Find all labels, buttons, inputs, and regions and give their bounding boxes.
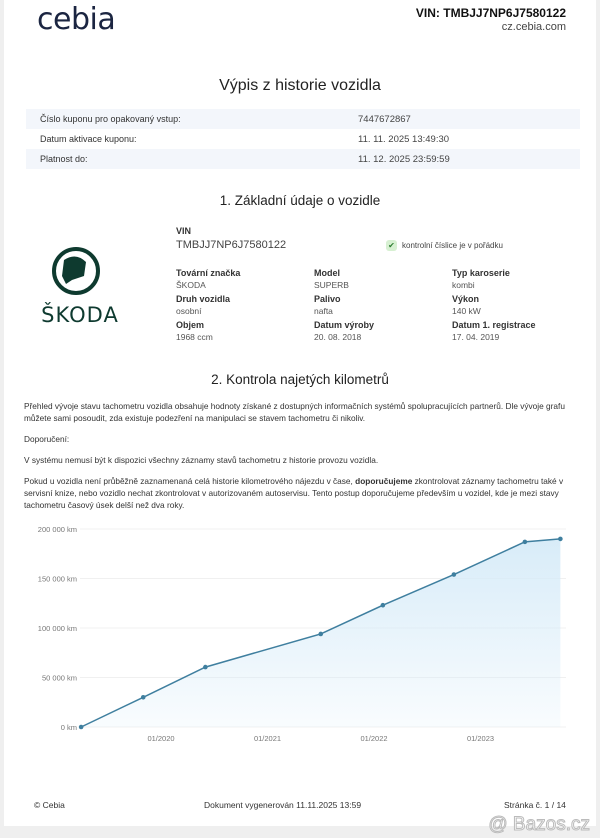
field-label: Palivo [314, 294, 341, 304]
coupon-row: Platnost do: 11. 12. 2025 23:59:59 [26, 149, 580, 169]
detail-part1: Pokud u vozidla není průběžně zaznamenan… [24, 476, 356, 486]
y-tick-label: 50 000 km [42, 674, 77, 683]
svg-text:ŠKODA: ŠKODA [41, 302, 119, 326]
x-tick-label: 01/2022 [360, 734, 387, 743]
field-label: Druh vozidla [176, 294, 231, 304]
y-tick-label: 100 000 km [38, 624, 77, 633]
footer-copyright: © Cebia [34, 800, 65, 810]
data-point [380, 602, 386, 608]
vehicle-field: Palivo nafta [314, 294, 452, 316]
vehicle-field: Objem 1968 ccm [176, 320, 314, 342]
header-site: cz.cebia.com [501, 21, 566, 33]
coupon-row: Číslo kuponu pro opakovaný vstup: 7447672… [26, 109, 580, 129]
report-page: cebia VIN: TMBJJ7NP6J7580122 cz.cebia.co… [4, 0, 596, 826]
footer-page: Stránka č. 1 / 14 [504, 800, 566, 810]
coupon-value: 11. 11. 2025 13:49:30 [358, 133, 450, 145]
page-title: Výpis z historie vozidla [219, 77, 381, 94]
y-tick-label: 200 000 km [38, 525, 77, 534]
field-label: Datum výroby [314, 320, 375, 330]
vehicle-field: Model SUPERB [314, 268, 452, 290]
section2-content: Přehled vývoje stavu tachometru vozidla … [4, 400, 596, 747]
coupon-label: Datum aktivace kuponu: [40, 134, 137, 144]
check-icon: ✔ [386, 240, 397, 251]
recommendation-label: Doporučení: [24, 434, 70, 444]
field-label: Typ karoserie [452, 268, 510, 278]
coupon-row: Datum aktivace kuponu: 11. 11. 2025 13:49… [26, 129, 580, 149]
recommendation-detail: Pokud u vozidla není průběžně zaznamenan… [24, 475, 578, 511]
field-label: Objem [176, 320, 205, 330]
vin-check: ✔ kontrolní číslice je v pořádku [386, 240, 503, 251]
vehicle-fields: Tovární značka ŠKODA Model SUPERB Typ karose… [176, 268, 576, 342]
odometer-chart: 0 km 50 000 km 100 000 km 150 000 km 200 000… [38, 525, 566, 743]
series-line [80, 538, 561, 728]
vehicle-field: Datum výroby 20. 08. 2018 [314, 320, 452, 342]
data-point [318, 631, 324, 637]
field-label: Výkon [452, 294, 480, 304]
coupon-value: 7447672867 [358, 113, 411, 125]
cebia-logo: cebia [37, 2, 116, 37]
x-tick-label: 01/2021 [254, 734, 281, 743]
data-point [78, 724, 84, 730]
check-text: kontrolní číslice je v pořádku [402, 241, 503, 250]
section2-title: 2. Kontrola najetých kilometrů [211, 372, 389, 387]
coupon-label: Číslo kuponu pro opakovaný vstup: [40, 114, 181, 124]
x-tick-label: 01/2020 [147, 734, 174, 743]
data-point [140, 695, 146, 700]
field-label: Datum 1. registrace [452, 320, 536, 330]
recommendation-text: V systému nemusí být k dispozici všechny… [24, 455, 379, 465]
vehicle-field: Druh vozidla osobní [176, 294, 314, 316]
field-value: kombi [452, 280, 475, 290]
skoda-logo: ŠKODA [24, 246, 136, 331]
field-value: 17. 04. 2019 [452, 332, 500, 342]
coupon-value: 11. 12. 2025 23:59:59 [358, 153, 450, 165]
field-value: 20. 08. 2018 [314, 332, 362, 342]
y-tick-label: 150 000 km [38, 575, 77, 584]
vehicle-field: Výkon 140 kW [452, 294, 576, 316]
field-label: Tovární značka [176, 268, 241, 278]
vehicle-field: Typ karoserie kombi [452, 268, 576, 290]
x-tick-label: 01/2023 [467, 734, 494, 743]
vehicle-field: Tovární značka ŠKODA [176, 268, 314, 290]
area-fill [81, 538, 561, 727]
detail-part2: zkontrolovat záznamy tachometru také v s… [24, 476, 564, 510]
field-value: osobní [176, 306, 202, 316]
intro-paragraph: Přehled vývoje stavu tachometru vozidla … [24, 401, 565, 423]
field-value: SUPERB [314, 280, 349, 290]
coupon-table: Číslo kuponu pro opakovaný vstup: 7447672… [26, 109, 580, 169]
section1-title: 1. Základní údaje o vozidle [219, 193, 381, 208]
data-point [558, 536, 563, 542]
data-point [203, 664, 208, 670]
vin-label: VIN [176, 226, 192, 236]
y-tick-label: 0 km [61, 723, 77, 732]
vehicle-field: Datum 1. registrace 17. 04. 2019 [452, 320, 576, 342]
field-value: 140 kW [452, 306, 481, 316]
data-point [451, 572, 457, 577]
header-vin: VIN: TMBJJ7NP6J7580122 [415, 6, 566, 20]
footer-generated: Dokument vygenerován 11.11.2025 13:59 [204, 800, 362, 810]
field-value: nafta [314, 306, 333, 316]
vin-value: TMBJJ7NP6J7580122 [176, 239, 287, 251]
bazos-watermark: @ Bazos.cz [488, 814, 591, 836]
field-value: 1968 ccm [176, 332, 213, 342]
field-value: ŠKODA [176, 280, 206, 290]
coupon-label: Platnost do: [40, 154, 88, 164]
data-point [522, 539, 528, 545]
detail-bold: doporučujeme [355, 476, 413, 486]
field-label: Model [314, 268, 340, 278]
